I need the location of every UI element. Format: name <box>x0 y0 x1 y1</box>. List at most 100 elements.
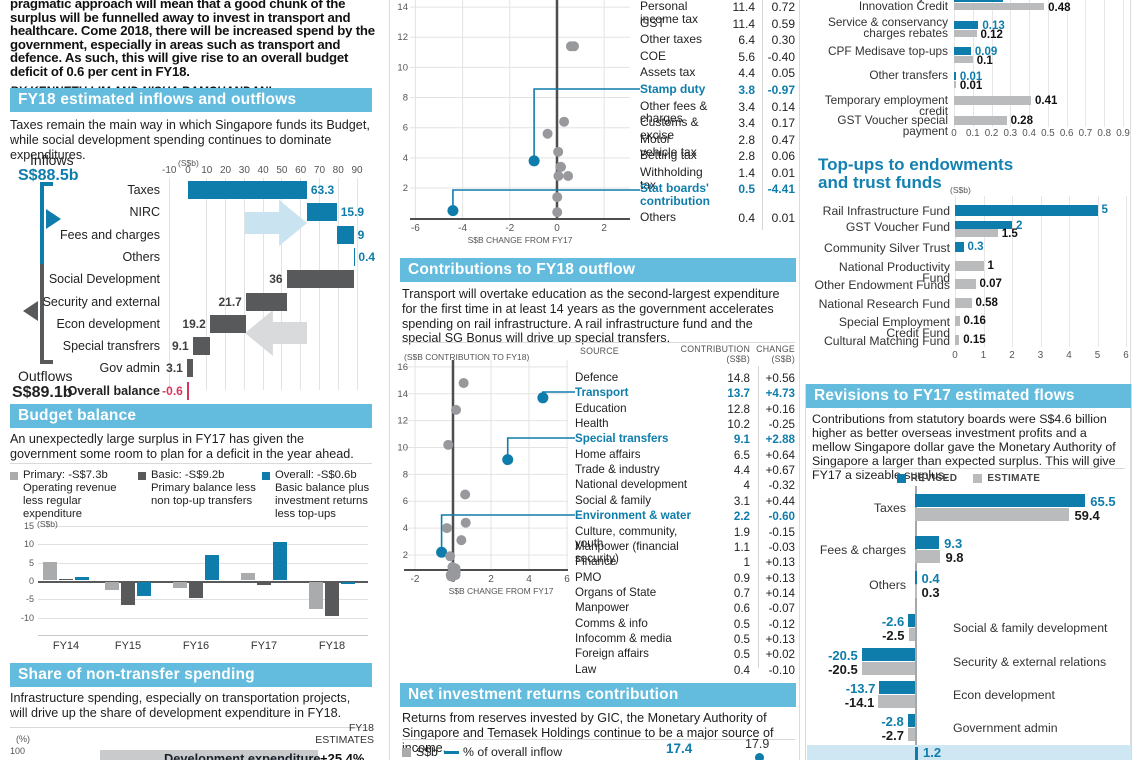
revised-bar <box>915 494 1086 507</box>
table-row-contribution: 6.4 <box>738 33 755 48</box>
data-point <box>559 116 570 127</box>
x-tick-label: 2 <box>488 574 494 585</box>
table-row-contribution: 4.4 <box>733 464 750 478</box>
estimate-value: 0.3 <box>921 585 940 600</box>
table-row-change: +4.73 <box>765 387 795 401</box>
table-row-source: Special transfers <box>575 432 669 446</box>
table-row-change: -0.12 <box>768 617 795 631</box>
flows-desc: Taxes remain the main way in which Singa… <box>10 118 370 162</box>
x-axis-label: S$B CHANGE FROM FY17 <box>449 586 554 596</box>
x-tick-label: -10 <box>161 165 177 176</box>
data-point <box>445 551 456 562</box>
decorative-right-arrow-icon <box>245 200 307 246</box>
table-row-source: Manpower (financial security) <box>575 539 679 566</box>
nirc-value-fy18: 17.4 <box>666 741 693 756</box>
outflow-bar <box>245 292 287 311</box>
estimate-bar <box>955 316 960 326</box>
data-point <box>458 378 469 389</box>
primary-bar <box>105 582 119 590</box>
legend-item-estimate: ESTIMATE <box>973 473 1040 484</box>
estimate-value: 0.1 <box>976 54 993 67</box>
table-row-source: Stat boards' contribution <box>640 181 710 208</box>
table-row-contribution: 12.8 <box>727 402 750 416</box>
outflow-bracket-cap <box>40 360 53 364</box>
outflow-table: Defence 14.8 +0.56 Transport 13.7 +4.73 Educat… <box>575 358 795 677</box>
table-row-contribution: 6.5 <box>733 448 750 462</box>
bar-value: 15.9 <box>340 205 365 220</box>
table-row-change: -0.15 <box>768 525 795 539</box>
decorative-left-arrow-icon <box>245 310 307 356</box>
waterfall-chart: (S$b) -10 0 10 20 30 40 50 60 70 80 90 Inflows S$88.5… <box>10 152 378 402</box>
table-row-contribution: 3.8 <box>738 83 755 97</box>
nirc-desc: Returns from reserves invested by GIC, t… <box>402 711 774 755</box>
table-row-source: National development <box>575 478 688 492</box>
data-point <box>443 439 454 450</box>
share-y-tick: 100 <box>10 746 26 756</box>
table-row-source: Social & family <box>575 493 652 507</box>
x-tick-label: -2 <box>505 223 514 234</box>
table-row-contribution: 2.2 <box>733 510 750 524</box>
nirc-legend-line-swatch <box>444 751 459 754</box>
y-tick-label: 6 <box>403 123 408 134</box>
row-label: Special transfrers <box>62 339 160 354</box>
column-divider-rule <box>762 0 763 230</box>
category-label: Taxes <box>873 501 906 515</box>
table-row-change: +0.02 <box>765 648 795 662</box>
x-tick-label: 2 <box>1009 350 1015 361</box>
x-tick-label: 0 <box>554 223 560 234</box>
x-tick-label: 0.9 <box>1116 128 1130 139</box>
table-row-source: Other taxes <box>640 32 703 47</box>
revised-value: 0.3 <box>967 241 984 253</box>
category-label: Government admin <box>953 721 1058 735</box>
x-tick-label: 20 <box>219 165 232 176</box>
inflow-scatter-chart: 2 4 6 8 10 12 14 -6 -4 -2 0 2 S$B CHANGE FROM FY17 <box>397 0 640 245</box>
primary-bar <box>241 573 255 580</box>
zero-axis <box>915 486 917 760</box>
row-label: NIRC <box>129 205 160 220</box>
estimate-value: 0.41 <box>1034 95 1058 107</box>
revised-value: 65.5 <box>1090 494 1116 509</box>
x-tick-label: 0 <box>951 128 957 139</box>
x-tick-label: 1 <box>980 350 987 361</box>
x-tick-label: 0.4 <box>1022 128 1036 139</box>
table-row-contribution: 1.9 <box>733 525 750 539</box>
overall-bar <box>205 555 219 580</box>
nirc-data-point <box>755 753 764 760</box>
zero-line <box>38 581 368 583</box>
section-title-share: Share of non-transfer spending <box>10 663 372 687</box>
balance-bar <box>186 381 190 400</box>
x-tick-label: 90 <box>351 165 363 176</box>
estimate-bar <box>861 662 915 675</box>
share-series-value: +25.4% <box>320 751 365 760</box>
revised-value: 0.13 <box>982 20 1005 32</box>
estimate-value: 9.8 <box>945 550 964 565</box>
gridline <box>356 178 358 390</box>
estimate-value: 1.5 <box>1001 228 1018 240</box>
gridline <box>281 178 283 390</box>
estimate-swatch <box>973 474 983 483</box>
table-row-contribution: 11.4 <box>732 0 755 14</box>
data-point <box>451 404 462 415</box>
y-tick-label: -10 <box>20 612 34 623</box>
y-tick-label: 5 <box>28 557 34 568</box>
data-point <box>456 535 467 546</box>
basic-bar <box>325 582 339 616</box>
table-row-source: Comms & info <box>575 616 648 630</box>
gridline <box>1010 0 1012 127</box>
bar-value: 3.1 <box>166 361 183 376</box>
balance-value: -0.6 <box>162 383 183 398</box>
category-label: Social & family development <box>953 621 1108 635</box>
revised-value: 0.4 <box>921 571 940 586</box>
outflows-total: S$89.1b <box>12 384 73 401</box>
gridline <box>243 178 245 390</box>
gridline <box>972 0 974 127</box>
estimate-bar <box>954 80 956 88</box>
gridline <box>225 178 227 390</box>
table-row-source: Personal income tax <box>640 0 699 26</box>
y-tick-label: 14 <box>397 389 408 400</box>
revised-value: 9.3 <box>944 536 963 551</box>
data-point <box>460 517 471 528</box>
x-tick-label: 0.8 <box>1097 128 1112 139</box>
section-title-budget-balance: Budget balance <box>10 404 372 428</box>
estimate-bar <box>955 229 998 237</box>
